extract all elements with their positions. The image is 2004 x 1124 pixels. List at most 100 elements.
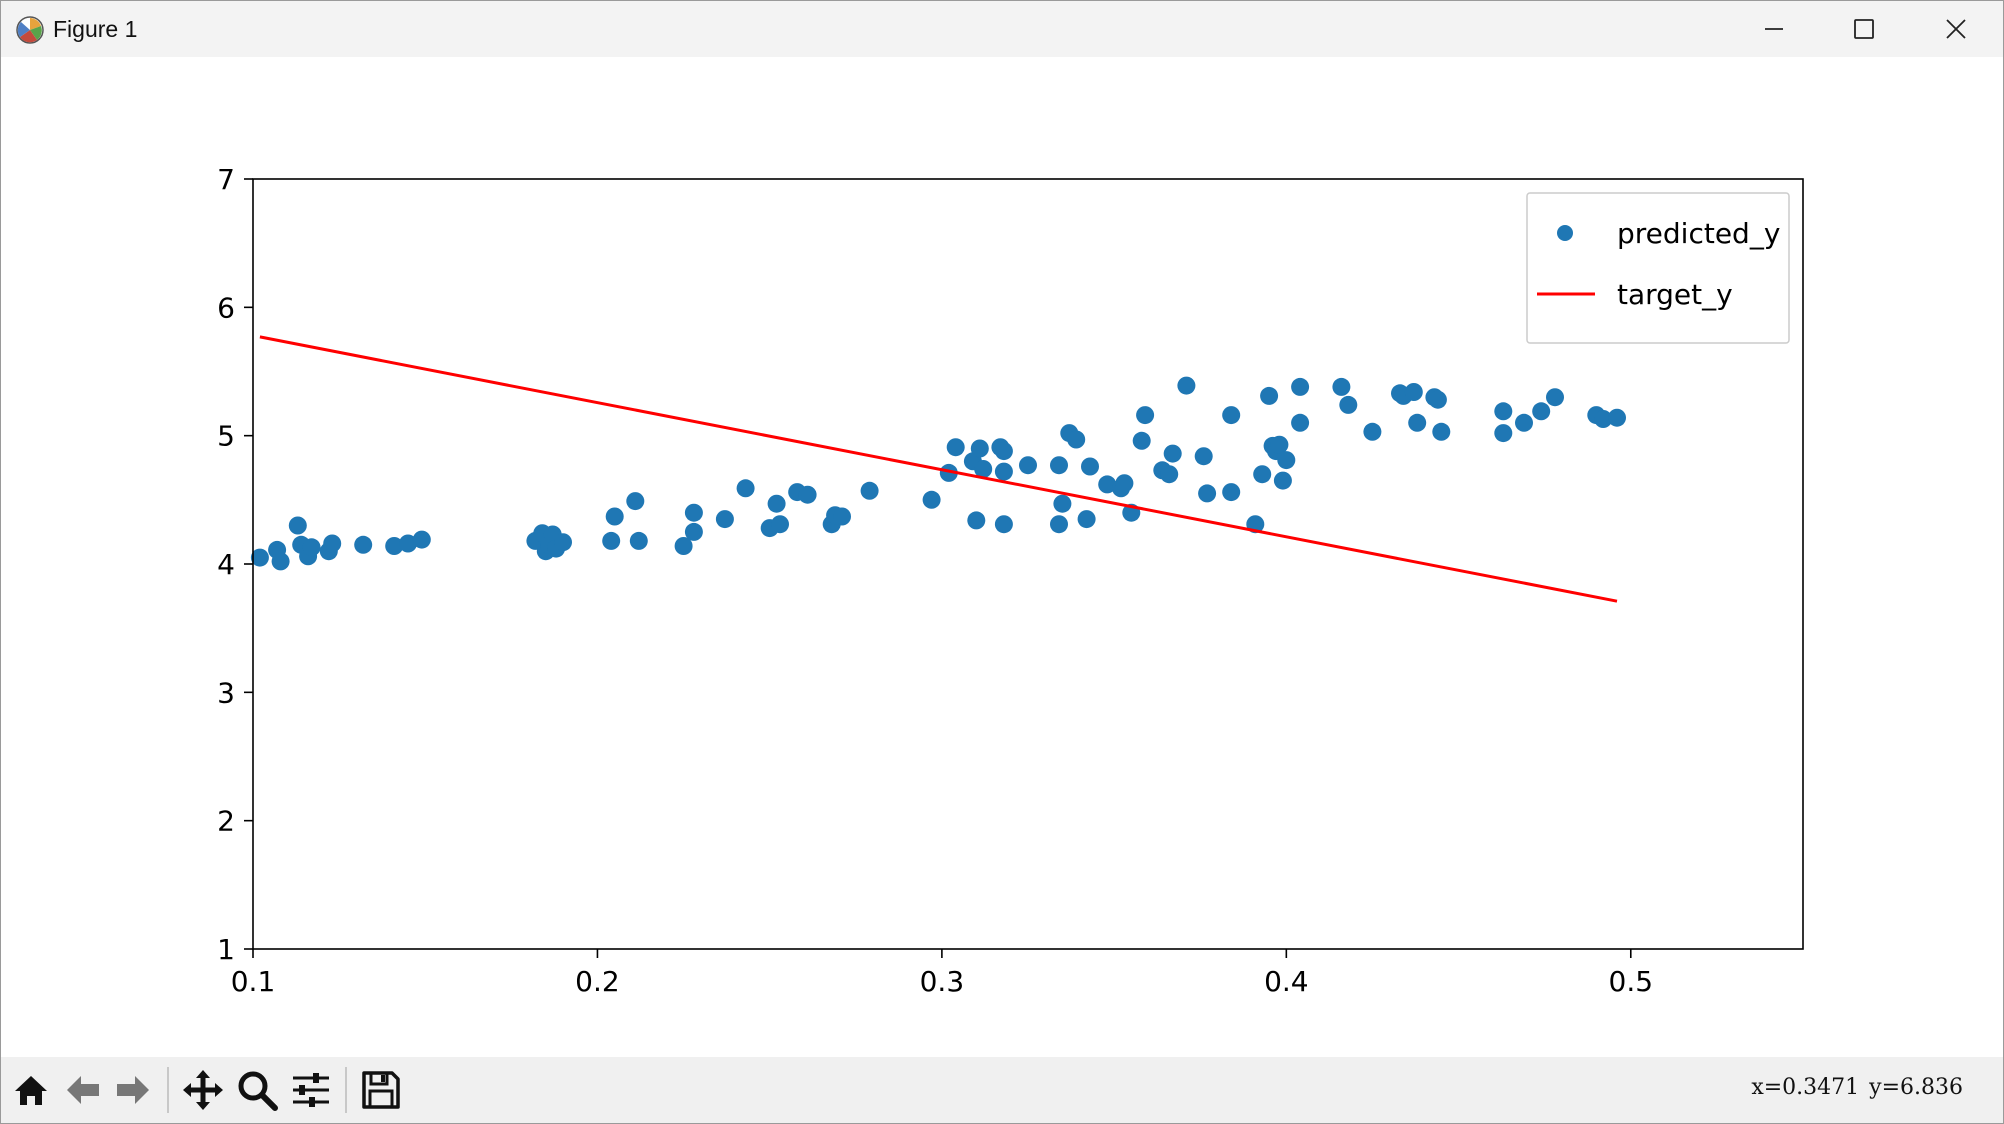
scatter-point: [1050, 515, 1068, 534]
scatter-point: [1253, 465, 1272, 484]
scatter-point: [385, 537, 404, 555]
scatter-point: [1363, 422, 1382, 441]
zoom-button[interactable]: [233, 1065, 281, 1115]
scatter-point: [1177, 376, 1196, 395]
scatter-point: [922, 490, 941, 509]
scatter-point: [1546, 388, 1564, 407]
scatter-point: [1277, 451, 1296, 470]
scatter-point: [626, 492, 645, 511]
scatter-point: [860, 481, 879, 500]
toolbar-separator: [167, 1067, 169, 1113]
scatter-point: [684, 503, 703, 522]
scatter-point: [1270, 435, 1289, 454]
navigation-toolbar: x=0.3471 y=6.836: [1, 1057, 2003, 1123]
y-tick-label: 4: [217, 548, 235, 581]
title-bar[interactable]: Figure 1: [1, 1, 2003, 57]
back-arrow-icon: [67, 1076, 99, 1104]
scatter-point: [271, 552, 290, 571]
y-axis: 1 2 3 4 5 6 7: [217, 163, 253, 966]
scatter-point: [736, 479, 755, 498]
scatter-point: [1222, 406, 1241, 425]
readout-x: x=0.3471: [1751, 1075, 1860, 1100]
x-axis: 0.1 0.2 0.3 0.4 0.5: [231, 949, 1653, 998]
scatter-point: [1053, 494, 1072, 513]
scatter-point: [798, 485, 817, 504]
x-tick-label: 0.3: [920, 965, 965, 998]
scatter-point: [1408, 413, 1427, 432]
scatter-point: [1432, 422, 1451, 441]
scatter-point: [602, 531, 621, 550]
scatter-point: [1494, 402, 1513, 421]
scatter-point: [1273, 471, 1292, 490]
scatter-point: [994, 515, 1013, 534]
zoom-magnifier-icon: [238, 1071, 278, 1111]
scatter-point: [302, 538, 321, 557]
scatter-point: [970, 439, 989, 458]
save-button[interactable]: [357, 1065, 405, 1115]
scatter-point: [967, 511, 986, 530]
scatter-point: [1291, 413, 1310, 432]
maximize-button[interactable]: [1819, 1, 1909, 57]
home-button[interactable]: [7, 1065, 55, 1115]
y-tick-label: 3: [217, 676, 235, 709]
scatter-point: [771, 515, 789, 534]
y-tick-label: 6: [217, 291, 235, 324]
readout-y: y=6.836: [1869, 1075, 1963, 1100]
maximize-icon: [1854, 19, 1874, 39]
scatter-chart[interactable]: 0.1 0.2 0.3 0.4 0.5 1 2 3 4 5 6 7 predicted_y targ…: [1, 57, 2003, 1057]
save-floppy-icon: [362, 1071, 400, 1109]
close-button[interactable]: [1911, 1, 2001, 57]
scatter-point: [939, 463, 958, 482]
window-title: Figure 1: [53, 16, 138, 42]
y-tick-label: 2: [217, 805, 235, 838]
x-tick-label: 0.1: [231, 965, 276, 998]
forward-button[interactable]: [109, 1065, 157, 1115]
scatter-point: [1132, 431, 1151, 450]
scatter-point: [629, 531, 648, 550]
legend-label-predicted: predicted_y: [1617, 217, 1780, 250]
scatter-point: [554, 533, 572, 552]
matplotlib-logo-icon: [16, 16, 44, 44]
back-button[interactable]: [59, 1065, 107, 1115]
scatter-point: [833, 507, 851, 526]
scatter-point: [1160, 465, 1179, 484]
scatter-point: [1608, 408, 1626, 427]
scatter-point: [674, 537, 693, 555]
scatter-point: [1404, 383, 1423, 401]
scatter-point: [1428, 390, 1447, 409]
scatter-point: [994, 442, 1013, 461]
x-tick-label: 0.5: [1609, 965, 1654, 998]
scatter-point: [1339, 395, 1358, 414]
scatter-point: [354, 535, 373, 554]
scatter-point: [288, 516, 307, 535]
configure-subplots-button[interactable]: [287, 1065, 335, 1115]
scatter-point: [1136, 406, 1155, 425]
minimize-icon: [1765, 28, 1783, 30]
scatter-point: [250, 548, 269, 567]
scatter-point: [1115, 474, 1134, 493]
scatter-point: [1332, 377, 1351, 396]
scatter-point: [1198, 484, 1217, 503]
scatter-point: [715, 510, 734, 529]
scatter-point: [1194, 447, 1213, 466]
scatter-point: [1222, 483, 1241, 502]
scatter-point: [399, 534, 417, 553]
figure-canvas[interactable]: 0.1 0.2 0.3 0.4 0.5 1 2 3 4 5 6 7 predicted_y targ…: [1, 57, 2003, 1057]
pan-button[interactable]: [179, 1065, 227, 1115]
scatter-point: [1050, 456, 1068, 475]
toolbar-separator: [345, 1067, 347, 1113]
scatter-point: [1019, 456, 1037, 475]
scatter-point: [1077, 510, 1096, 529]
scatter-point: [1494, 424, 1513, 443]
minimize-button[interactable]: [1729, 1, 1819, 57]
x-tick-label: 0.4: [1264, 965, 1309, 998]
scatter-point: [974, 460, 993, 478]
scatter-point: [323, 534, 342, 553]
legend-marker-predicted: [1557, 225, 1573, 241]
y-tick-label: 5: [217, 420, 235, 453]
scatter-point: [994, 462, 1013, 481]
scatter-point: [767, 494, 786, 513]
scatter-point: [1291, 377, 1310, 396]
home-icon: [15, 1076, 47, 1105]
scatter-point: [605, 507, 624, 526]
